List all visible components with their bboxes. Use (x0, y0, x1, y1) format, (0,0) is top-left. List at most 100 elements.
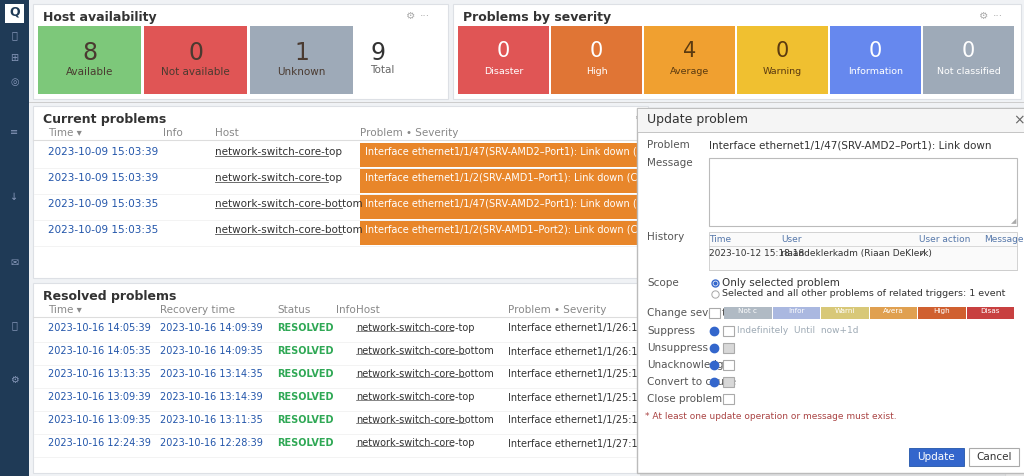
Text: 2023-10-16 12:24:39: 2023-10-16 12:24:39 (48, 438, 151, 448)
Text: 0: 0 (776, 41, 790, 61)
Text: 2023-10-16 14:09:35: 2023-10-16 14:09:35 (160, 346, 263, 356)
Text: Selected and all other problems of related triggers: 1 event: Selected and all other problems of relat… (722, 289, 1006, 298)
Bar (360, 169, 647, 193)
Text: 8: 8 (82, 41, 97, 65)
Text: Recovery time: Recovery time (160, 305, 234, 315)
Text: 2023-10-09 15:03:39: 2023-10-09 15:03:39 (48, 173, 159, 183)
Text: Time ▾: Time ▾ (48, 305, 82, 315)
Text: Problem • Severity: Problem • Severity (360, 128, 459, 138)
Text: ↓: ↓ (10, 192, 18, 202)
Text: Disas: Disas (981, 308, 1000, 314)
Text: 2023-10-16 13:11:35: 2023-10-16 13:11:35 (160, 415, 263, 425)
Text: Info: Info (163, 128, 182, 138)
Bar (33, 4, 449, 99)
Text: User action: User action (919, 235, 971, 244)
Bar (869, 307, 918, 319)
Bar (709, 158, 1017, 226)
Text: Host availability: Host availability (43, 11, 157, 24)
Text: ⚙: ⚙ (10, 375, 18, 385)
Text: ◢: ◢ (1011, 218, 1017, 224)
Text: 👥: 👥 (11, 320, 17, 330)
Text: Close problem: Close problem (647, 394, 722, 404)
Text: Update: Update (918, 452, 954, 462)
Text: Status: Status (278, 305, 310, 315)
Text: Current problems: Current problems (43, 113, 166, 126)
Text: RESOLVED: RESOLVED (278, 346, 334, 356)
Bar (360, 195, 647, 219)
Text: Warning: Warning (763, 67, 802, 76)
Text: 0: 0 (962, 41, 975, 61)
Text: Problems by severity: Problems by severity (463, 11, 611, 24)
Text: Disaster: Disaster (483, 67, 523, 76)
Text: Interface ethernet1/1/26:1(F: Interface ethernet1/1/26:1(F (508, 346, 647, 356)
Text: network-switch-core-bottom: network-switch-core-bottom (356, 369, 494, 379)
Bar (923, 26, 1014, 94)
Bar (360, 143, 647, 167)
Text: ✉: ✉ (10, 258, 18, 268)
Bar (34, 142, 647, 168)
Text: riaandeklerkadm (Riaan DeKlerk): riaandeklerkadm (Riaan DeKlerk) (781, 249, 932, 258)
Text: 2023-10-12 15:18:18: 2023-10-12 15:18:18 (709, 249, 804, 258)
Text: Interface ethernet1/1/47(SRV-AMD2–Port1): Link down (C: Interface ethernet1/1/47(SRV-AMD2–Port1)… (365, 147, 643, 157)
Bar (737, 26, 828, 94)
Text: network-switch-core-bottom: network-switch-core-bottom (215, 225, 362, 235)
Text: 2023-10-16 13:09:35: 2023-10-16 13:09:35 (48, 415, 151, 425)
Text: 4: 4 (683, 41, 696, 61)
Bar (723, 326, 734, 336)
Text: tions: tions (1007, 235, 1024, 245)
Text: 2023-10-09 15:03:35: 2023-10-09 15:03:35 (48, 199, 159, 209)
Bar (644, 26, 735, 94)
Text: Interface ethernet1/1/25:1(F: Interface ethernet1/1/25:1(F (508, 415, 647, 425)
Bar (0, 0, 29, 476)
Text: High: High (586, 67, 607, 76)
Text: ≡: ≡ (10, 127, 18, 137)
Text: Information: Information (848, 67, 903, 76)
Text: Not c: Not c (738, 308, 758, 314)
Bar (33, 283, 648, 473)
Bar (33, 106, 648, 278)
Bar (723, 394, 734, 404)
Text: Interface ethernet1/1/26:1(F: Interface ethernet1/1/26:1(F (508, 323, 647, 333)
Text: 2023-10-16 13:09:39: 2023-10-16 13:09:39 (48, 392, 151, 402)
Bar (724, 307, 771, 319)
Text: Q: Q (9, 6, 19, 19)
Bar (1005, 108, 1024, 476)
Text: User: User (781, 235, 802, 244)
Text: 0: 0 (497, 41, 510, 61)
Text: network-switch-core-top: network-switch-core-top (356, 392, 474, 402)
Text: network-switch-core-top: network-switch-core-top (215, 173, 342, 183)
Bar (909, 448, 964, 466)
Text: Available: Available (66, 67, 114, 77)
Text: Scope: Scope (647, 278, 679, 288)
Text: network-switch-core-bottom: network-switch-core-bottom (356, 346, 494, 356)
Bar (918, 307, 966, 319)
Text: Info: Info (336, 305, 355, 315)
Bar (637, 108, 1024, 132)
Bar (709, 308, 720, 318)
Text: network-switch-core-top: network-switch-core-top (356, 438, 474, 448)
Bar (723, 360, 734, 370)
Bar (723, 377, 734, 387)
Text: Convert to cause: Convert to cause (647, 377, 736, 387)
Text: Infor: Infor (788, 308, 805, 314)
Text: 2023-10-16 14:05:35: 2023-10-16 14:05:35 (48, 346, 151, 356)
Text: Interface ethernet1/1/47(SRV-AMD2–Port1): Link down (C: Interface ethernet1/1/47(SRV-AMD2–Port1)… (365, 199, 643, 209)
Text: ⊞: ⊞ (10, 53, 18, 63)
Bar (551, 26, 642, 94)
Text: network-switch-core-top: network-switch-core-top (215, 147, 342, 157)
Text: ···: ··· (1007, 127, 1016, 136)
Text: Problem • Severity: Problem • Severity (508, 305, 606, 315)
Text: Interface ethernet1/1/2(SRV-AMD1–Port2): Link down (C: Interface ethernet1/1/2(SRV-AMD1–Port2):… (365, 225, 637, 235)
Text: 2023-10-16 12:28:39: 2023-10-16 12:28:39 (160, 438, 263, 448)
Text: 0: 0 (869, 41, 882, 61)
Text: ⚙: ⚙ (979, 11, 988, 21)
Text: RESOLVED: RESOLVED (278, 438, 334, 448)
Bar (458, 26, 549, 94)
Text: Host: Host (356, 305, 380, 315)
Text: 9: 9 (370, 41, 385, 65)
Text: Interface ethernet1/1/25:1(F: Interface ethernet1/1/25:1(F (508, 369, 647, 379)
Text: RESOLVED: RESOLVED (278, 415, 334, 425)
Text: ···: ··· (420, 11, 430, 21)
Text: network-switch-core-top: network-switch-core-top (356, 323, 474, 333)
Bar (830, 26, 921, 94)
